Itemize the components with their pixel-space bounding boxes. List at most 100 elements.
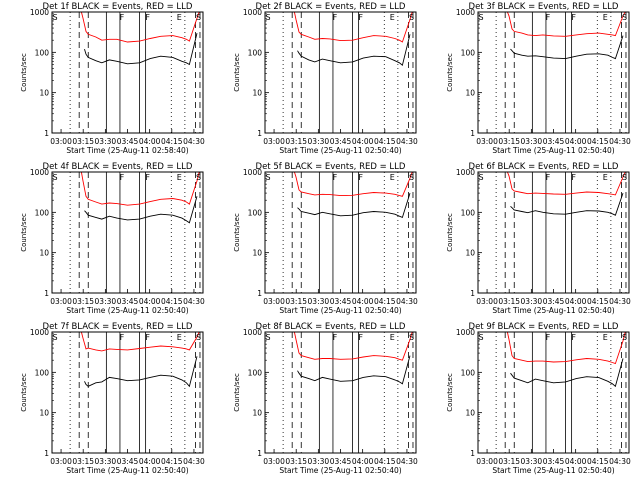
y-tick-label: 1000 <box>456 328 475 337</box>
events-series-line <box>84 356 198 388</box>
marker-S: S <box>52 173 57 182</box>
marker-E: E <box>390 13 395 22</box>
x-tick-label: 04:30 <box>609 137 631 146</box>
x-axis-label: Start Time (25-Aug-11 02:50:40) <box>66 306 188 315</box>
x-tick-label: 03:00 <box>50 137 72 146</box>
chart-title: Det 1f BLACK = Events, RED = LLD <box>43 2 193 12</box>
y-tick-label: 1000 <box>30 168 49 177</box>
marker-S: S <box>478 333 483 342</box>
x-tick-label: 03:00 <box>476 297 498 306</box>
marker-S: S <box>409 333 414 342</box>
chart-panel-5: Det 5f BLACK = Events, RED = LLD 1 10 100 10… <box>233 162 418 315</box>
plot-frame <box>51 171 204 294</box>
y-axis-label: Counts/sec <box>446 53 454 92</box>
y-tick-label: 1 <box>44 449 49 458</box>
chart-title: Det 7f BLACK = Events, RED = LLD <box>43 322 193 332</box>
chart-title: Det 6f BLACK = Events, RED = LLD <box>469 162 619 172</box>
marker-E: E <box>390 173 395 182</box>
marker-F: F <box>333 173 338 182</box>
y-tick-label: 10 <box>39 89 49 98</box>
x-tick-label: 04:30 <box>396 137 418 146</box>
y-tick-label: 10 <box>39 409 49 418</box>
y-tick-label: 1 <box>470 449 475 458</box>
x-tick-label: 04:30 <box>609 297 631 306</box>
x-tick-label: 03:30 <box>308 297 330 306</box>
x-tick-label: 03:45 <box>543 457 565 466</box>
x-tick-label: 03:00 <box>476 457 498 466</box>
x-tick-label: 03:30 <box>521 297 543 306</box>
x-tick-label: 03:45 <box>543 137 565 146</box>
y-tick-label: 1000 <box>243 328 262 337</box>
x-tick-label: 03:30 <box>308 137 330 146</box>
lld-series-line <box>506 171 626 196</box>
x-axis-label: Start Time (25-Aug-11 02:50:40) <box>492 466 614 475</box>
y-tick-label: 100 <box>248 208 263 217</box>
x-tick-label: 03:45 <box>117 457 139 466</box>
lld-series-line <box>293 171 413 197</box>
y-tick-label: 1 <box>470 129 475 138</box>
y-tick-label: 1000 <box>243 168 262 177</box>
y-tick-label: 100 <box>461 48 476 57</box>
y-axis-label: Counts/sec <box>20 373 28 412</box>
marker-S: S <box>622 173 627 182</box>
marker-E: E <box>177 333 182 342</box>
x-axis-label: Start Time (25-Aug-11 02:50:40) <box>279 466 401 475</box>
marker-E: E <box>603 173 608 182</box>
marker-F: F <box>358 333 363 342</box>
x-tick-label: 03:00 <box>263 457 285 466</box>
marker-S: S <box>52 13 57 22</box>
x-tick-label: 04:15 <box>374 137 396 146</box>
y-axis-label: Counts/sec <box>233 53 241 92</box>
x-tick-label: 03:00 <box>263 137 285 146</box>
x-axis-label: Start Time (25-Aug-11 02:50:40) <box>66 466 188 475</box>
events-series-line <box>510 192 624 216</box>
lld-series-line <box>506 11 626 37</box>
y-tick-label: 100 <box>248 48 263 57</box>
x-tick-label: 03:15 <box>285 297 307 306</box>
marker-F: F <box>120 13 125 22</box>
x-tick-label: 03:45 <box>330 137 352 146</box>
y-tick-label: 100 <box>248 368 263 377</box>
chart-panel-4: Det 4f BLACK = Events, RED = LLD 1 10 100 10… <box>20 162 205 315</box>
chart-panel-9: Det 9f BLACK = Events, RED = LLD 1 10 100 10… <box>446 322 631 475</box>
lld-series-line <box>80 11 200 43</box>
x-tick-label: 03:30 <box>95 457 117 466</box>
x-tick-label: 03:15 <box>72 137 94 146</box>
x-tick-label: 04:15 <box>587 457 609 466</box>
marker-S: S <box>196 13 201 22</box>
y-tick-label: 1000 <box>30 8 49 17</box>
lld-series-line <box>293 11 413 43</box>
chart-panel-1: Det 1f BLACK = Events, RED = LLD 1 10 100 10… <box>20 2 205 155</box>
marker-F: F <box>358 173 363 182</box>
marker-F: F <box>546 13 551 22</box>
chart-panel-8: Det 8f BLACK = Events, RED = LLD 1 10 100 10… <box>233 322 418 475</box>
chart-panel-2: Det 2f BLACK = Events, RED = LLD 1 10 100 10… <box>233 2 418 155</box>
x-tick-label: 04:00 <box>352 297 374 306</box>
chart-title: Det 9f BLACK = Events, RED = LLD <box>469 322 619 332</box>
x-tick-label: 03:00 <box>50 297 72 306</box>
marker-F: F <box>571 333 576 342</box>
marker-E: E <box>177 13 182 22</box>
plot-frame <box>51 11 204 134</box>
x-tick-label: 04:00 <box>139 297 161 306</box>
x-axis-label: Start Time (25-Aug-11 02:50:40) <box>279 146 401 155</box>
chart-panel-3: Det 3f BLACK = Events, RED = LLD 1 10 100 10… <box>446 2 631 155</box>
chart-panel-7: Det 7f BLACK = Events, RED = LLD 1 10 100 10… <box>20 322 205 475</box>
y-tick-label: 1 <box>257 129 262 138</box>
y-tick-label: 1000 <box>243 8 262 17</box>
x-axis-label: Start Time (25-Aug-11 02:50:40) <box>279 306 401 315</box>
y-axis-label: Counts/sec <box>233 213 241 252</box>
y-tick-label: 1000 <box>456 168 475 177</box>
x-tick-label: 04:15 <box>374 457 396 466</box>
x-tick-label: 03:00 <box>476 137 498 146</box>
plot-frame <box>264 171 417 294</box>
marker-S: S <box>265 13 270 22</box>
marker-S: S <box>409 13 414 22</box>
plot-frame <box>477 171 630 294</box>
marker-F: F <box>120 173 125 182</box>
marker-S: S <box>52 333 57 342</box>
plot-frame <box>477 331 630 454</box>
y-tick-label: 100 <box>35 208 50 217</box>
x-tick-label: 04:00 <box>565 457 587 466</box>
x-tick-label: 03:00 <box>263 297 285 306</box>
